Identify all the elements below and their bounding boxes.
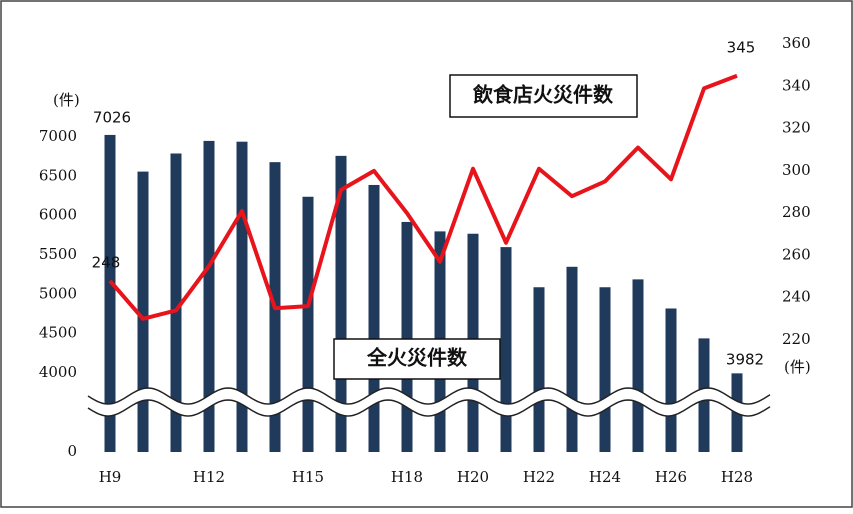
bar <box>665 308 677 452</box>
data-label: 248 <box>92 254 121 272</box>
y-tick-label: 6500 <box>39 166 77 184</box>
bar <box>137 171 149 453</box>
y2-tick-label: 280 <box>782 203 811 221</box>
y-tick-label: 4500 <box>39 324 77 342</box>
x-tick-label: H15 <box>292 468 324 486</box>
line <box>108 73 738 321</box>
legend-label: 飲食店火災件数 <box>472 83 614 107</box>
y-tick-label: 4000 <box>39 363 77 381</box>
bar <box>368 184 380 453</box>
x-tick-label: H28 <box>721 468 753 486</box>
x-tick-label: H24 <box>589 468 621 486</box>
y2-tick-label: 340 <box>782 76 811 94</box>
axis-break-line <box>87 399 771 417</box>
x-tick-label: H20 <box>457 468 489 486</box>
bar <box>401 221 413 452</box>
bar <box>533 287 545 452</box>
data-label: 7026 <box>93 109 131 127</box>
x-tick-label: H9 <box>99 468 122 486</box>
data-label: 3982 <box>726 351 764 369</box>
data-label: 345 <box>727 39 756 57</box>
legend-box <box>333 338 501 380</box>
y2-tick-label: 360 <box>782 34 811 52</box>
axis-break <box>88 388 770 416</box>
y2-tick-label: 240 <box>782 288 811 306</box>
y-tick-label: 6000 <box>39 206 77 224</box>
x-tick-label: H18 <box>391 468 423 486</box>
y2-tick-label: 300 <box>782 161 811 179</box>
legend-box <box>449 74 638 118</box>
y-tick-label: 0 <box>67 442 77 460</box>
y-tick-label: 5500 <box>39 245 77 263</box>
bar <box>104 134 116 452</box>
bar <box>302 196 314 452</box>
y-unit: (件) <box>53 91 80 109</box>
bar <box>203 140 215 452</box>
bar <box>170 153 182 452</box>
y2-tick-label: 220 <box>782 330 811 348</box>
bar <box>566 266 578 452</box>
axis-break-line <box>87 387 771 405</box>
x-tick-label: H22 <box>523 468 555 486</box>
x-tick-label: H26 <box>655 468 687 486</box>
y-tick-label: 5000 <box>39 284 77 302</box>
bar <box>335 155 347 452</box>
bar <box>500 247 512 452</box>
x-tick-label: H12 <box>193 468 225 486</box>
legend-label: 全火災件数 <box>366 346 468 370</box>
y2-tick-label: 260 <box>782 245 811 263</box>
bar <box>632 279 644 452</box>
bar <box>599 287 611 452</box>
y2-unit: (件) <box>784 358 811 376</box>
y2-tick-label: 320 <box>782 119 811 137</box>
y-tick-label: 7000 <box>39 127 77 145</box>
bar <box>236 141 248 452</box>
